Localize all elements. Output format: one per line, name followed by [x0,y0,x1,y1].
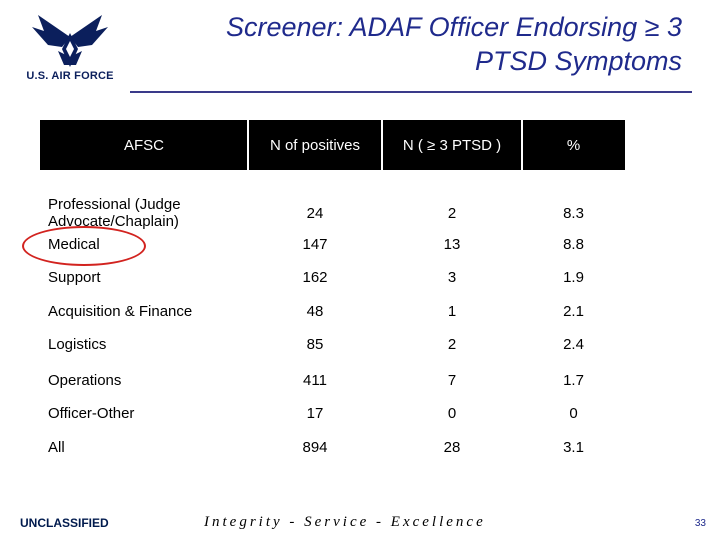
title-divider [130,91,692,93]
row-n-ptsd: 0 [447,405,457,422]
row-percent: 8.8 [563,236,584,253]
row-afsc: Officer-Other [48,405,135,422]
row-n-ptsd: 2 [447,336,457,353]
page-number: 33 [694,518,706,529]
header-separator [381,120,383,170]
row-n-ptsd: 13 [443,236,461,253]
table-row: Acquisition & Finance 48 1 2.1 [40,295,625,328]
air-force-wings-icon [32,15,108,67]
page-title: Screener: ADAF Officer Endorsing ≥ 3 PTS… [150,10,682,78]
motto: Integrity - Service - Excellence [204,514,486,530]
row-afsc: Support [48,269,101,286]
header-separator [247,120,249,170]
row-afsc: Operations [48,372,122,389]
classification-label: UNCLASSIFIED [20,516,109,530]
row-afsc: Acquisition & Finance [48,303,193,320]
highlight-ellipse [22,226,146,266]
header-separator [521,120,523,170]
row-n-ptsd: 28 [443,439,461,456]
row-n-ptsd: 7 [447,372,457,389]
row-n-ptsd: 2 [447,204,457,222]
row-percent: 0 [569,405,578,422]
title-line-2: PTSD Symptoms [474,46,682,76]
row-afsc: Logistics [48,336,107,353]
row-n-ptsd: 3 [447,269,457,286]
row-n-positives: 411 [303,372,327,389]
row-afsc: All [48,439,65,456]
table-header [40,120,625,170]
row-percent: 1.9 [563,269,584,286]
row-n-positives: 85 [306,336,324,353]
column-header-afsc: AFSC [123,136,164,154]
row-percent: 8.3 [563,204,584,222]
row-percent: 3.1 [563,439,584,456]
column-header-percent: % [566,136,581,154]
title-line-1: Screener: ADAF Officer Endorsing ≥ 3 [225,12,682,42]
table-row: Logistics 85 2 2.4 [40,328,625,361]
row-n-positives: 162 [302,269,328,286]
table-row: Officer-Other 17 0 0 [40,397,625,430]
row-n-positives: 17 [306,405,324,422]
table-row: Operations 411 7 1.7 [40,364,625,397]
row-n-positives: 894 [302,439,328,456]
row-percent: 2.4 [563,336,584,353]
table-row: Professional (Judge Advocate/Chaplain) 2… [40,178,625,230]
row-n-ptsd: 1 [447,303,457,320]
column-header-n-ptsd: N ( ≥ 3 PTSD ) [402,136,502,154]
logo-text: U.S. AIR FORCE [26,70,114,82]
row-n-positives: 24 [306,204,324,222]
table-row: All 894 28 3.1 [40,431,625,464]
row-n-positives: 147 [302,236,328,253]
column-header-n-positives: N of positives [269,136,361,154]
row-percent: 1.7 [563,372,584,389]
table-row: Support 162 3 1.9 [40,261,625,294]
row-n-positives: 48 [306,303,324,320]
row-percent: 2.1 [563,303,584,320]
